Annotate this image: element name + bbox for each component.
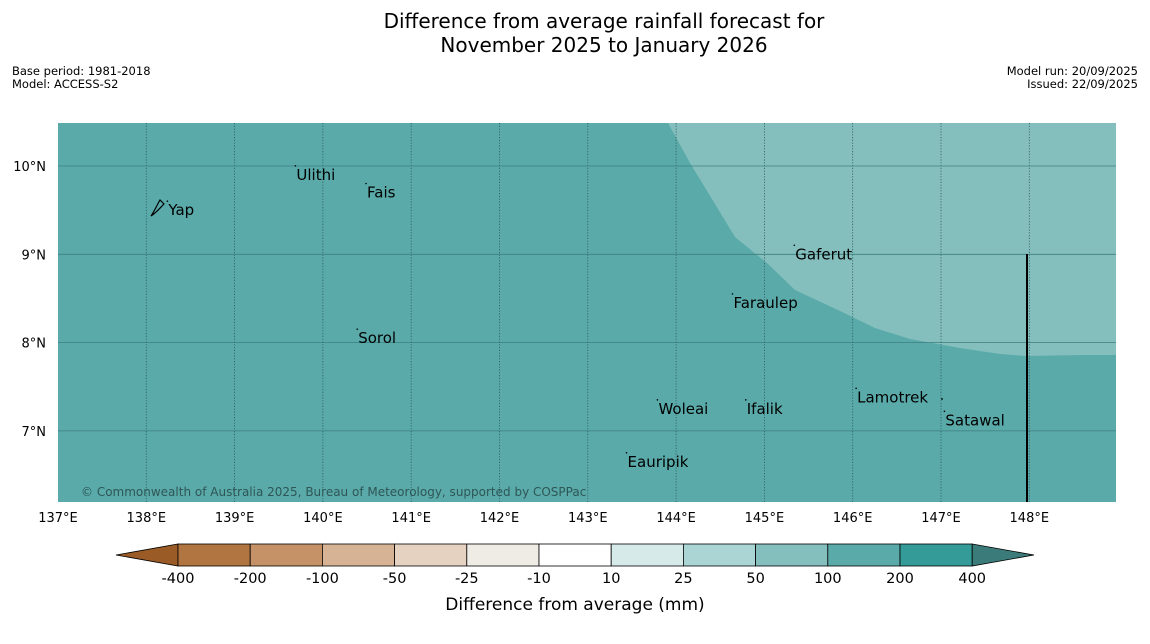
copyright-text: © Commonwealth of Australia 2025, Bureau… [81,485,586,499]
base-period: Base period: 1981-2018 [12,64,151,78]
place-labels: Yap Ulithi Fais Gaferut Faraulep Sorol Lamotre… [166,165,1005,471]
colorbar: -400 -200 -100 -50 -25 -10 10 25 50 100 200 400 [115,543,1035,587]
lon-tick-label: 145°E [745,511,785,526]
map-grid [58,123,1116,502]
colorbar-tick-label: -50 [383,571,407,587]
place-marker [294,165,297,167]
colorbar-segment [827,543,901,567]
place-marker [356,328,359,330]
colorbar-tick-label: 400 [958,571,986,587]
place-marker [656,399,659,401]
colorbar-label: Difference from average (mm) [445,595,704,615]
place-marker [793,244,796,247]
colorbar-tick-label: -200 [234,571,267,587]
model-run: Model run: 20/09/2025 [1006,64,1138,78]
lon-tick-label: 144°E [656,511,696,526]
yap-island-outline [150,199,165,217]
place-label: Ulithi [296,166,335,184]
place-marker [855,387,857,390]
title-line-2: November 2025 to January 2026 [440,33,768,57]
place-label: Eauripik [628,453,689,471]
islet-dot [941,398,943,400]
colorbar-segment [321,543,395,567]
meta-left: Base period: 1981-2018 Model: ACCESS-S2 [12,65,151,91]
place-label: Fais [367,183,396,201]
axis-labels: 137°E 138°E 139°E 140°E 141°E 142°E 143°E 144°E… [13,160,1049,526]
lon-tick-label: 148°E [1010,511,1050,526]
lon-tick-label: 143°E [568,511,608,526]
lon-tick-label: 146°E [833,511,873,526]
lon-tick-label: 142°E [480,511,520,526]
lon-tick-label: 147°E [921,511,961,526]
lon-tick-label: 139°E [215,511,255,526]
lon-tick-label: 141°E [391,511,431,526]
issued-date: Issued: 22/09/2025 [1027,77,1138,91]
colorbar-tick-label: 25 [674,571,692,587]
place-marker [731,293,734,295]
colorbar-extend-high [971,543,1035,567]
lat-tick-label: 9°N [22,248,47,263]
place-label: Ifalik [747,400,783,418]
place-label: Faraulep [733,294,797,312]
colorbar-segment [538,543,612,567]
chart-title: Difference from average rainfall forecas… [0,9,1150,57]
colorbar-segment [249,543,323,567]
colorbar-segment [683,543,757,567]
place-label: Yap [167,201,194,219]
colorbar-segment [466,543,540,567]
lon-tick-label: 137°E [38,511,78,526]
colorbar-tick-label: -100 [306,571,339,587]
colorbar-segment [177,543,251,567]
place-label: Sorol [358,329,396,347]
place-label: Woleai [658,400,708,418]
colorbar-segment [394,543,468,567]
place-marker [365,182,367,185]
colorbar-tick-label: 10 [602,571,620,587]
colorbar-segment [755,543,829,567]
lon-tick-label: 140°E [303,511,343,526]
title-line-1: Difference from average rainfall forecas… [383,9,825,33]
place-marker [943,410,946,413]
meta-right: Model run: 20/09/2025 Issued: 22/09/2025 [1007,65,1138,91]
lon-tick-label: 138°E [127,511,167,526]
lat-tick-label: 8°N [22,337,47,352]
place-label: Lamotrek [857,388,928,406]
colorbar-tick-label: 100 [814,571,842,587]
colorbar-tick-label: -10 [527,571,551,587]
colorbar-tick-label: 200 [886,571,914,587]
colorbar-extend-low [115,543,179,567]
lat-tick-label: 10°N [13,160,46,175]
place-marker [625,452,628,454]
lat-tick-label: 7°N [22,425,47,440]
colorbar-segment [610,543,684,567]
model-name: Model: ACCESS-S2 [12,77,119,91]
place-label: Gaferut [795,245,852,263]
forecast-region-50-100 [668,123,1116,356]
place-marker [166,200,169,202]
colorbar-segment [899,543,973,567]
place-marker [744,399,747,401]
place-label: Satawal [945,411,1004,429]
colorbar-tick-label: -400 [162,571,195,587]
colorbar-tick-label: 50 [746,571,764,587]
colorbar-tick-label: -25 [455,571,479,587]
